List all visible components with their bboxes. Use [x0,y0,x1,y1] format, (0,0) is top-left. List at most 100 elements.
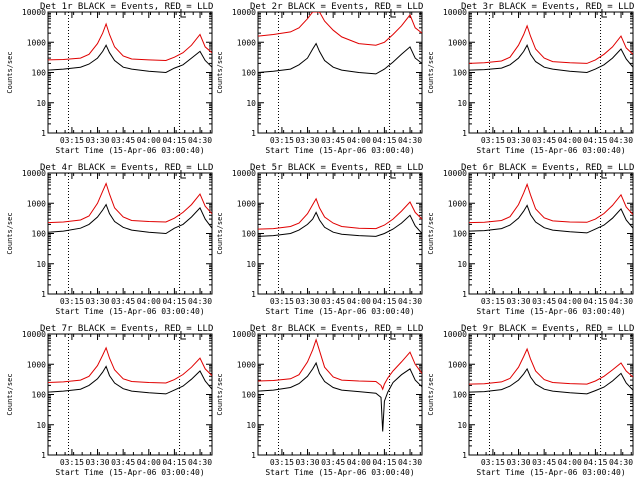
plot-frame [47,172,213,295]
x-tick-label: 04:15 [372,136,396,145]
y-axis-label: Counts/sec [427,212,435,254]
y-tick-label: 10 [36,99,46,108]
plot-frame [47,11,213,134]
x-tick-label: 04:00 [137,136,161,145]
x-tick-label: 03:30 [85,458,109,467]
x-tick-label: 03:30 [506,297,530,306]
panel-title: Det 2r BLACK = Events, RED = LLD [250,2,423,12]
y-tick-label: 10000 [232,169,256,178]
panel-4: Det 4r BLACK = Events, RED = LLD 1 10 100 10… [6,163,213,316]
y-tick-label: 100 [242,230,257,239]
y-tick-label: 1 [41,290,46,299]
series-lld-line [48,22,212,62]
series-lld-line [469,24,633,64]
bracket-marker [390,331,396,340]
y-tick-label: 1000 [237,199,256,208]
panel-title: Det 3r BLACK = Events, RED = LLD [461,2,634,12]
x-axis-label: Start Time (15-Apr-06 03:00:40) [265,146,414,155]
x-tick-label: 03:15 [270,136,294,145]
x-tick-label: 04:00 [347,458,371,467]
y-axis-label: Counts/sec [216,212,224,254]
panel-title: Det 9r BLACK = Events, RED = LLD [461,324,634,334]
y-tick-label: 100 [242,391,257,400]
y-tick-label: 1000 [27,360,46,369]
x-tick-label: 03:45 [532,458,556,467]
x-tick-label: 04:30 [188,458,212,467]
x-axis-label: Start Time (15-Apr-06 03:00:40) [476,146,625,155]
y-tick-label: 10000 [443,169,467,178]
x-tick-label: 04:30 [188,136,212,145]
x-tick-label: 03:45 [532,136,556,145]
series-lld-line [48,346,212,384]
y-tick-label: 100 [32,230,47,239]
y-tick-label: 1 [251,129,256,138]
x-axis-label: Start Time (15-Apr-06 03:00:40) [55,146,204,155]
y-tick-label: 100 [453,230,468,239]
y-tick-label: 1 [462,451,467,460]
x-axis-label: Start Time (15-Apr-06 03:00:40) [476,307,625,316]
bracket-marker [601,331,607,340]
x-tick-label: 03:30 [295,136,319,145]
x-tick-label: 03:45 [321,297,345,306]
x-tick-label: 03:15 [270,297,294,306]
x-tick-label: 03:45 [321,136,345,145]
y-tick-label: 1 [41,129,46,138]
x-tick-label: 03:15 [481,297,505,306]
bracket-marker [180,170,186,179]
x-tick-label: 04:15 [372,297,396,306]
panel-3: Det 3r BLACK = Events, RED = LLD 1 10 100 10… [427,2,634,155]
y-axis-label: Counts/sec [6,51,14,93]
y-axis-label: Counts/sec [6,212,14,254]
y-tick-label: 1000 [237,360,256,369]
x-tick-label: 03:45 [111,297,135,306]
series-events-line [258,361,422,432]
x-tick-label: 03:15 [481,136,505,145]
y-tick-label: 10000 [22,169,46,178]
bracket-marker [180,331,186,340]
y-tick-label: 1 [251,290,256,299]
plot-frame [47,333,213,456]
y-tick-label: 1 [41,451,46,460]
x-axis-label: Start Time (15-Apr-06 03:00:40) [55,468,204,477]
y-tick-label: 1 [251,451,256,460]
panel-7: Det 7r BLACK = Events, RED = LLD 1 10 100 10… [6,324,213,477]
panel-title: Det 4r BLACK = Events, RED = LLD [40,163,213,173]
bracket-marker [601,170,607,179]
panel-title: Det 5r BLACK = Events, RED = LLD [250,163,423,173]
y-axis-label: Counts/sec [216,51,224,93]
series-lld-line [258,12,422,46]
x-tick-label: 04:15 [583,136,607,145]
x-tick-label: 03:30 [85,297,109,306]
series-events-line [258,42,422,75]
x-tick-label: 04:15 [583,297,607,306]
series-events-line [258,211,422,237]
panel-title: Det 7r BLACK = Events, RED = LLD [40,324,213,334]
x-tick-label: 03:45 [111,458,135,467]
y-tick-label: 1000 [448,38,467,47]
bracket-marker [180,9,186,18]
x-tick-label: 04:30 [609,297,633,306]
y-tick-label: 1000 [448,360,467,369]
plot-frame [468,11,634,134]
x-tick-label: 04:15 [162,297,186,306]
y-axis-label: Counts/sec [427,373,435,415]
y-tick-label: 1000 [237,38,256,47]
x-tick-label: 04:00 [347,297,371,306]
x-tick-label: 03:15 [481,458,505,467]
y-tick-label: 10 [36,421,46,430]
plot-frame [468,172,634,295]
series-lld-line [469,347,633,385]
x-axis-label: Start Time (15-Apr-06 03:00:40) [55,307,204,316]
series-events-line [469,44,633,74]
x-tick-label: 03:15 [60,458,84,467]
y-tick-label: 10 [457,99,467,108]
series-events-line [48,203,212,235]
x-tick-label: 04:15 [162,136,186,145]
y-tick-label: 10000 [232,8,256,17]
y-axis-label: Counts/sec [427,51,435,93]
y-tick-label: 1 [462,290,467,299]
y-tick-label: 10000 [22,330,46,339]
series-lld-line [48,182,212,224]
x-tick-label: 04:00 [558,458,582,467]
panel-8: Det 8r BLACK = Events, RED = LLD 1 10 100 10… [216,324,423,477]
